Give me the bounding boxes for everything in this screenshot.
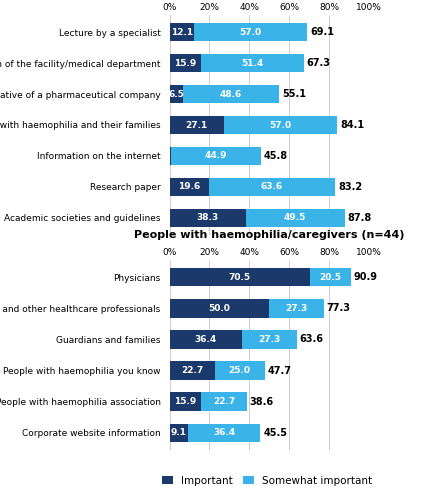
Text: 70.5: 70.5 — [229, 272, 251, 281]
Bar — [201, 54, 304, 72]
Text: 77.3: 77.3 — [326, 304, 351, 314]
Bar — [170, 299, 269, 318]
Text: 15.9: 15.9 — [174, 58, 197, 68]
Bar — [170, 392, 201, 411]
Text: 63.6: 63.6 — [261, 182, 283, 192]
Text: 22.7: 22.7 — [181, 366, 204, 375]
Text: 6.5: 6.5 — [168, 90, 184, 98]
Bar — [170, 54, 201, 72]
Text: 9.1: 9.1 — [171, 428, 187, 438]
Bar — [170, 146, 171, 166]
Text: 84.1: 84.1 — [340, 120, 364, 130]
Text: 67.3: 67.3 — [307, 58, 331, 68]
Text: 19.6: 19.6 — [178, 182, 200, 192]
Text: 63.6: 63.6 — [299, 334, 324, 344]
Text: 50.0: 50.0 — [209, 304, 230, 313]
Text: 22.7: 22.7 — [213, 397, 235, 406]
Text: 12.1: 12.1 — [170, 28, 193, 36]
Text: 36.4: 36.4 — [213, 428, 235, 438]
Text: 83.2: 83.2 — [338, 182, 363, 192]
Bar — [170, 116, 223, 134]
Text: 38.6: 38.6 — [249, 396, 273, 406]
Text: 48.6: 48.6 — [220, 90, 242, 98]
Text: 51.4: 51.4 — [241, 58, 264, 68]
Text: 27.3: 27.3 — [258, 335, 280, 344]
Text: 44.9: 44.9 — [205, 152, 227, 160]
Bar — [170, 330, 242, 349]
Bar — [170, 84, 183, 103]
Bar — [215, 361, 265, 380]
Text: 55.1: 55.1 — [282, 89, 307, 99]
Bar — [246, 208, 345, 228]
Text: 47.7: 47.7 — [268, 366, 292, 376]
Title: People with haemophilia/caregivers (n=44): People with haemophilia/caregivers (n=44… — [134, 230, 404, 240]
Text: 49.5: 49.5 — [284, 214, 307, 222]
Bar — [201, 392, 246, 411]
Text: 45.5: 45.5 — [263, 428, 287, 438]
Legend: Important, Somewhat important: Important, Somewhat important — [158, 472, 376, 490]
Text: 45.8: 45.8 — [264, 151, 288, 161]
Text: 25.0: 25.0 — [229, 366, 251, 375]
Bar — [310, 268, 351, 286]
Bar — [188, 424, 260, 442]
Text: 27.3: 27.3 — [285, 304, 307, 313]
Bar — [209, 178, 335, 197]
Bar — [170, 268, 310, 286]
Bar — [170, 208, 246, 228]
Bar — [269, 299, 324, 318]
Text: 27.1: 27.1 — [185, 120, 208, 130]
Text: 36.4: 36.4 — [195, 335, 217, 344]
Bar — [170, 22, 194, 42]
Text: 87.8: 87.8 — [348, 213, 372, 223]
Text: 90.9: 90.9 — [354, 272, 378, 282]
Bar — [170, 178, 209, 197]
Text: 69.1: 69.1 — [310, 27, 334, 37]
Text: 20.5: 20.5 — [320, 272, 341, 281]
Text: 57.0: 57.0 — [240, 28, 262, 36]
Bar — [242, 330, 296, 349]
Bar — [171, 146, 261, 166]
Bar — [183, 84, 279, 103]
Text: 15.9: 15.9 — [174, 397, 197, 406]
Bar — [223, 116, 337, 134]
Bar — [194, 22, 307, 42]
Text: 38.3: 38.3 — [197, 214, 219, 222]
Text: 57.0: 57.0 — [269, 120, 291, 130]
Bar — [170, 361, 215, 380]
Bar — [170, 424, 188, 442]
